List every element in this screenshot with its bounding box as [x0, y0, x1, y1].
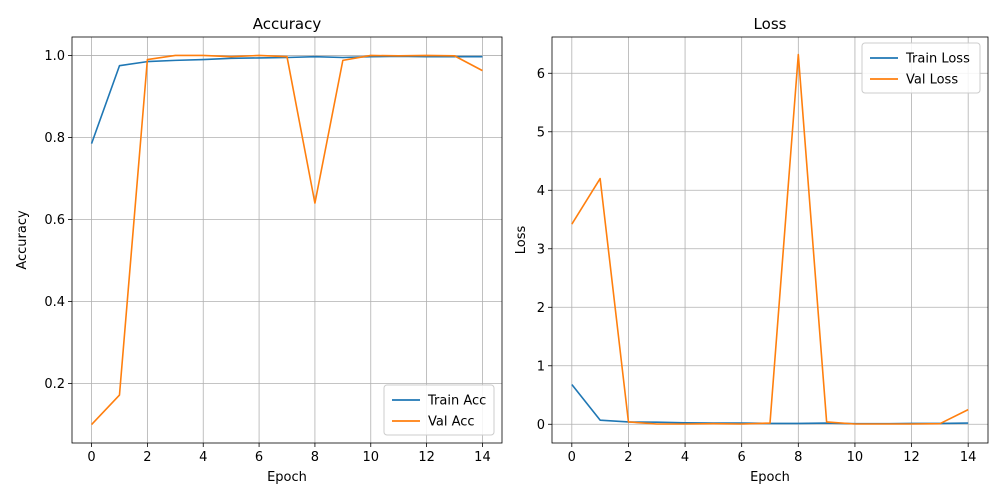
x-tick-label: 10 [847, 450, 864, 465]
x-tick-label: 0 [87, 450, 95, 465]
legend-label: Train Acc [427, 394, 486, 409]
x-tick-label: 12 [903, 450, 920, 465]
legend: Train Loss Val Loss [861, 42, 981, 94]
y-tick-label: 4 [537, 184, 545, 199]
y-tick-label: 1.0 [44, 49, 65, 64]
x-tick-label: 6 [255, 450, 263, 465]
legend-label: Val Acc [428, 415, 475, 430]
y-axis-label: Loss [514, 226, 529, 255]
y-axis-label: Accuracy [15, 210, 30, 270]
x-tick-label: 0 [568, 450, 576, 465]
chart-title: Loss [754, 15, 787, 33]
y-tick-label: 2 [537, 301, 545, 316]
x-axis-label: Epoch [750, 470, 790, 485]
series-line-val-loss [571, 53, 969, 425]
y-tick-label: 3 [537, 242, 545, 257]
x-tick-label: 14 [960, 450, 977, 465]
x-tick-label: 14 [474, 450, 491, 465]
chart-title: Accuracy [253, 15, 322, 33]
y-tick-label: 5 [537, 125, 545, 140]
x-tick-label: 6 [738, 450, 746, 465]
axes-frame [71, 36, 503, 444]
y-tick-label: 1 [537, 359, 545, 374]
axes-frame [551, 36, 989, 444]
chart-panel-1: 0 2 4 6 8 10 12 14 0.2 0.4 0.6 0.8 1.0 Accuracy Epoch A… [15, 15, 503, 485]
x-tick-label: 12 [418, 450, 435, 465]
x-tick-label: 10 [362, 450, 379, 465]
x-tick-label: 8 [794, 450, 802, 465]
legend-box [861, 42, 981, 94]
x-tick-label: 4 [681, 450, 689, 465]
legend-box [383, 384, 495, 436]
x-tick-label: 4 [199, 450, 207, 465]
y-tick-label: 0.8 [44, 131, 65, 146]
legend: Train Acc Val Acc [383, 384, 495, 436]
series-line-val-acc [90, 54, 483, 426]
y-tick-label: 0.4 [44, 295, 65, 310]
y-tick-label: 6 [537, 67, 545, 82]
y-tick-label: 0.2 [44, 377, 65, 392]
legend-label: Val Loss [906, 73, 958, 88]
y-tick-label: 0 [537, 418, 545, 433]
x-tick-label: 2 [143, 450, 151, 465]
legend-label: Train Loss [905, 52, 970, 67]
y-tick-label: 0.6 [44, 213, 65, 228]
x-tick-label: 8 [311, 450, 319, 465]
x-axis-label: Epoch [267, 470, 307, 485]
x-tick-label: 2 [624, 450, 632, 465]
